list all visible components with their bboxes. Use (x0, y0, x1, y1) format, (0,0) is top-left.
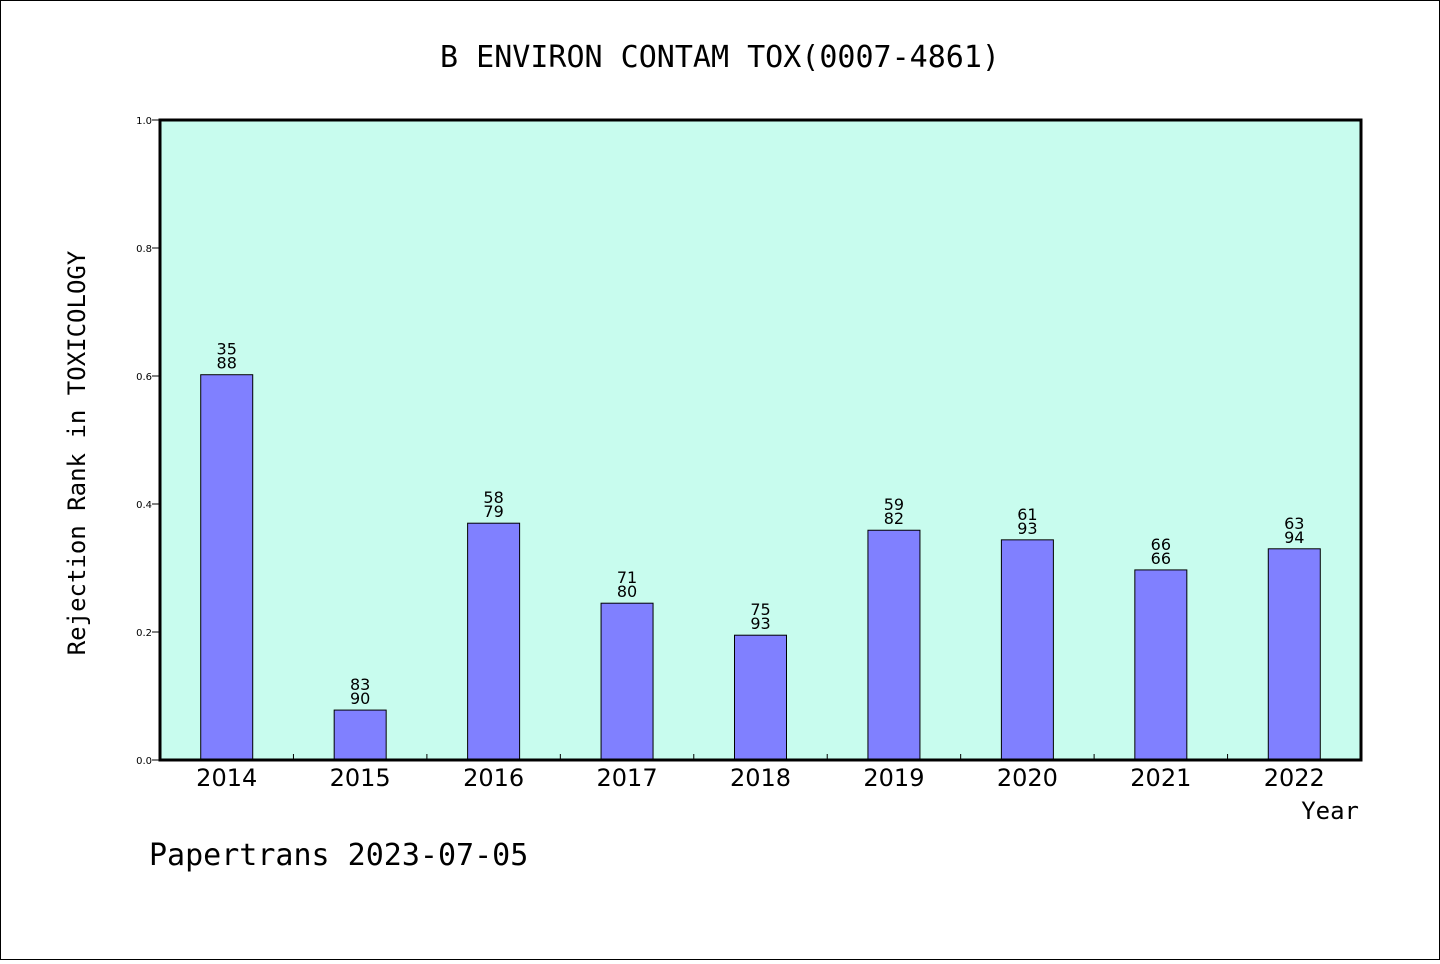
bar (467, 522, 521, 761)
data-label-bottom: 66 (1151, 549, 1171, 568)
bar (1000, 539, 1054, 761)
data-label-bottom: 93 (1017, 519, 1037, 538)
y-axis-ticks: 0.0 0.2 0.4 0.6 0.8 1.0 (136, 116, 160, 767)
footer-text: Papertrans 2023-07-05 (149, 838, 528, 873)
data-label-bottom: 93 (750, 614, 770, 633)
x-tick-label: 2018 (730, 764, 791, 792)
data-label-top: 61 (1017, 505, 1037, 524)
y-tick-label: 0.0 (136, 756, 152, 767)
x-tick-label: 2022 (1264, 764, 1325, 792)
x-tick-label: 2019 (863, 764, 924, 792)
y-tick-label: 1.0 (136, 116, 152, 127)
data-label-top: 83 (350, 675, 370, 694)
bar (600, 602, 654, 761)
data-label-top: 63 (1284, 514, 1304, 533)
plot-border (158, 118, 1363, 762)
data-label-bottom: 79 (483, 502, 503, 521)
data-label-top: 71 (617, 568, 637, 587)
y-tick-label: 0.2 (136, 628, 152, 639)
data-label-top: 75 (750, 600, 770, 619)
chart-title: B ENVIRON CONTAM TOX(0007-4861) (440, 40, 1000, 75)
bar (1267, 548, 1321, 761)
bar (200, 374, 254, 761)
data-label-bottom: 94 (1284, 528, 1304, 547)
data-label-bottom: 80 (617, 582, 637, 601)
x-tick-label: 2015 (330, 764, 391, 792)
data-label-bottom: 82 (884, 509, 904, 528)
bar (333, 709, 387, 761)
y-axis-label: Rejection Rank in TOXICOLOGY (63, 250, 91, 655)
x-axis-ticks: 2014 2015 2016 2017 2018 2019 2020 2021 2022 (196, 754, 1325, 792)
x-tick-label: 2016 (463, 764, 524, 792)
data-label-top: 58 (483, 488, 503, 507)
x-tick-label: 2020 (997, 764, 1058, 792)
data-label-top: 59 (884, 495, 904, 514)
y-tick-label: 0.6 (136, 372, 152, 383)
data-label-bottom: 88 (217, 354, 237, 373)
bar (1134, 569, 1188, 761)
data-label-bottom: 90 (350, 689, 370, 708)
bar (734, 634, 787, 761)
x-tick-label: 2017 (597, 764, 658, 792)
y-tick-label: 0.8 (136, 244, 152, 255)
x-tick-label: 2021 (1130, 764, 1191, 792)
bar (867, 529, 921, 761)
y-tick-label: 0.4 (136, 500, 152, 511)
data-label-top: 66 (1151, 535, 1171, 554)
x-axis-label: Year (1301, 797, 1359, 825)
x-tick-label: 2014 (196, 764, 257, 792)
data-label-top: 35 (217, 340, 237, 359)
